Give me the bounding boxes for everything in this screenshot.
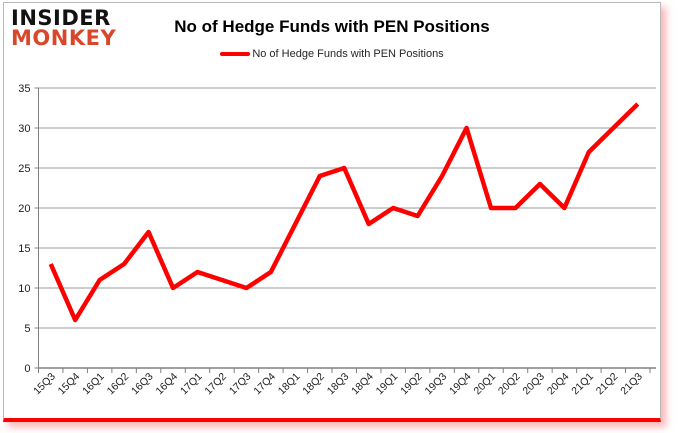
x-tick-label: 16Q4 <box>154 371 181 398</box>
x-tick-label: 18Q4 <box>349 371 376 398</box>
x-tick-label: 20Q4 <box>545 371 572 398</box>
x-tick-label: 18Q3 <box>325 371 352 398</box>
y-tick-label: 35 <box>18 83 30 95</box>
x-tick-label: 15Q4 <box>56 371 83 398</box>
y-tick-label: 25 <box>18 163 30 175</box>
x-tick-label: 20Q2 <box>496 371 523 398</box>
x-tick-label: 17Q1 <box>178 371 205 398</box>
x-tick-label: 20Q1 <box>471 371 498 398</box>
x-tick-label: 21Q1 <box>569 371 596 398</box>
line-chart-canvas: 0510152025303515Q315Q416Q116Q216Q316Q417… <box>18 83 656 398</box>
y-tick-label: 10 <box>18 283 30 295</box>
x-tick-label: 19Q1 <box>374 371 401 398</box>
y-tick-label: 15 <box>18 243 30 255</box>
series-line-hedge-funds <box>48 102 640 323</box>
x-tick-label: 21Q2 <box>594 371 621 398</box>
y-tick-label: 20 <box>18 203 30 215</box>
x-tick-label: 16Q2 <box>105 371 132 398</box>
x-tick-label: 19Q3 <box>423 371 450 398</box>
x-tick-label: 20Q3 <box>520 371 547 398</box>
y-tick-label: 0 <box>24 363 30 375</box>
chart-widget: 0 5 10 15 20 25 30 35 15Q3 15Q4 16Q1 16Q2 16Q3 16Q4 17… <box>3 2 661 422</box>
insider-monkey-logo: INSIDER MONKEY <box>11 6 117 50</box>
x-tick-label: 15Q3 <box>31 371 58 398</box>
x-tick-label: 19Q4 <box>447 371 474 398</box>
y-tick-label: 30 <box>18 123 30 135</box>
x-tick-label: 17Q2 <box>202 371 229 398</box>
y-tick-label: 5 <box>24 323 30 335</box>
x-tick-label: 21Q3 <box>618 371 645 398</box>
x-tick-label: 17Q4 <box>251 371 278 398</box>
x-tick-label: 16Q3 <box>129 371 156 398</box>
x-tick-label: 17Q3 <box>227 371 254 398</box>
x-tick-label: 19Q2 <box>398 371 425 398</box>
logo-text-insider: INSIDER <box>11 6 111 30</box>
x-tick-label: 16Q1 <box>80 371 107 398</box>
x-tick-label: 18Q2 <box>300 371 327 398</box>
x-tick-label: 18Q1 <box>276 371 303 398</box>
logo-text-monkey: MONKEY <box>11 25 117 50</box>
